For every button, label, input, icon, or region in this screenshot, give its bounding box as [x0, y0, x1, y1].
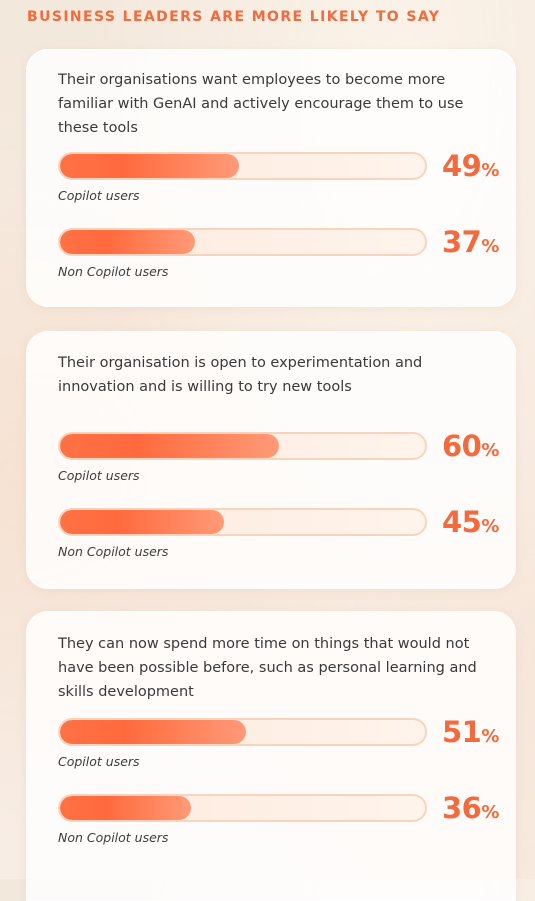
percent-number: 60: [442, 429, 482, 463]
series-label: Copilot users: [58, 188, 140, 203]
percent-symbol: %: [481, 440, 500, 461]
percent-number: 37: [442, 225, 482, 259]
stat-card-experimentation: Their organisation is open to experiment…: [26, 331, 516, 589]
percent-number: 51: [442, 715, 482, 749]
bar-track: [58, 718, 427, 746]
percent-value: 51%: [442, 715, 500, 749]
series-label: Non Copilot users: [58, 830, 169, 845]
metric-row: 60% Copilot users: [58, 429, 508, 492]
bar-fill: [60, 154, 239, 178]
stat-card-encourage-genai: Their organisations want employees to be…: [26, 49, 516, 307]
bar-fill: [60, 230, 196, 254]
metric-row: 45% Non Copilot users: [58, 505, 508, 568]
percent-number: 49: [442, 149, 482, 183]
metric-row: 49% Copilot users: [58, 149, 508, 212]
percent-value: 36%: [442, 791, 500, 825]
percent-value: 45%: [442, 505, 500, 539]
bar-fill: [60, 720, 247, 744]
percent-symbol: %: [481, 802, 500, 823]
series-label: Non Copilot users: [58, 264, 169, 279]
stat-card-personal-learning: They can now spend more time on things t…: [26, 611, 516, 901]
bar-track: [58, 432, 427, 460]
percent-symbol: %: [481, 160, 500, 181]
percent-number: 36: [442, 791, 482, 825]
percent-symbol: %: [481, 516, 500, 537]
percent-number: 45: [442, 505, 482, 539]
percent-value: 37%: [442, 225, 500, 259]
bar-fill: [60, 796, 192, 820]
series-label: Non Copilot users: [58, 544, 169, 559]
statement-text: They can now spend more time on things t…: [58, 636, 477, 700]
bar-fill: [60, 510, 225, 534]
bar-track: [58, 794, 427, 822]
statement-text: Their organisation is open to experiment…: [58, 355, 423, 395]
metric-row: 37% Non Copilot users: [58, 225, 508, 288]
series-label: Copilot users: [58, 468, 140, 483]
percent-value: 60%: [442, 429, 500, 463]
bar-track: [58, 152, 427, 180]
metric-row: 51% Copilot users: [58, 715, 508, 778]
statement-text: Their organisations want employees to be…: [58, 72, 464, 136]
series-label: Copilot users: [58, 754, 140, 769]
percent-value: 49%: [442, 149, 500, 183]
page-heading: BUSINESS LEADERS ARE MORE LIKELY TO SAY: [27, 9, 441, 25]
bar-track: [58, 508, 427, 536]
percent-symbol: %: [481, 236, 500, 257]
bar-track: [58, 228, 427, 256]
bar-fill: [60, 434, 279, 458]
metric-row: 36% Non Copilot users: [58, 791, 508, 854]
percent-symbol: %: [481, 726, 500, 747]
